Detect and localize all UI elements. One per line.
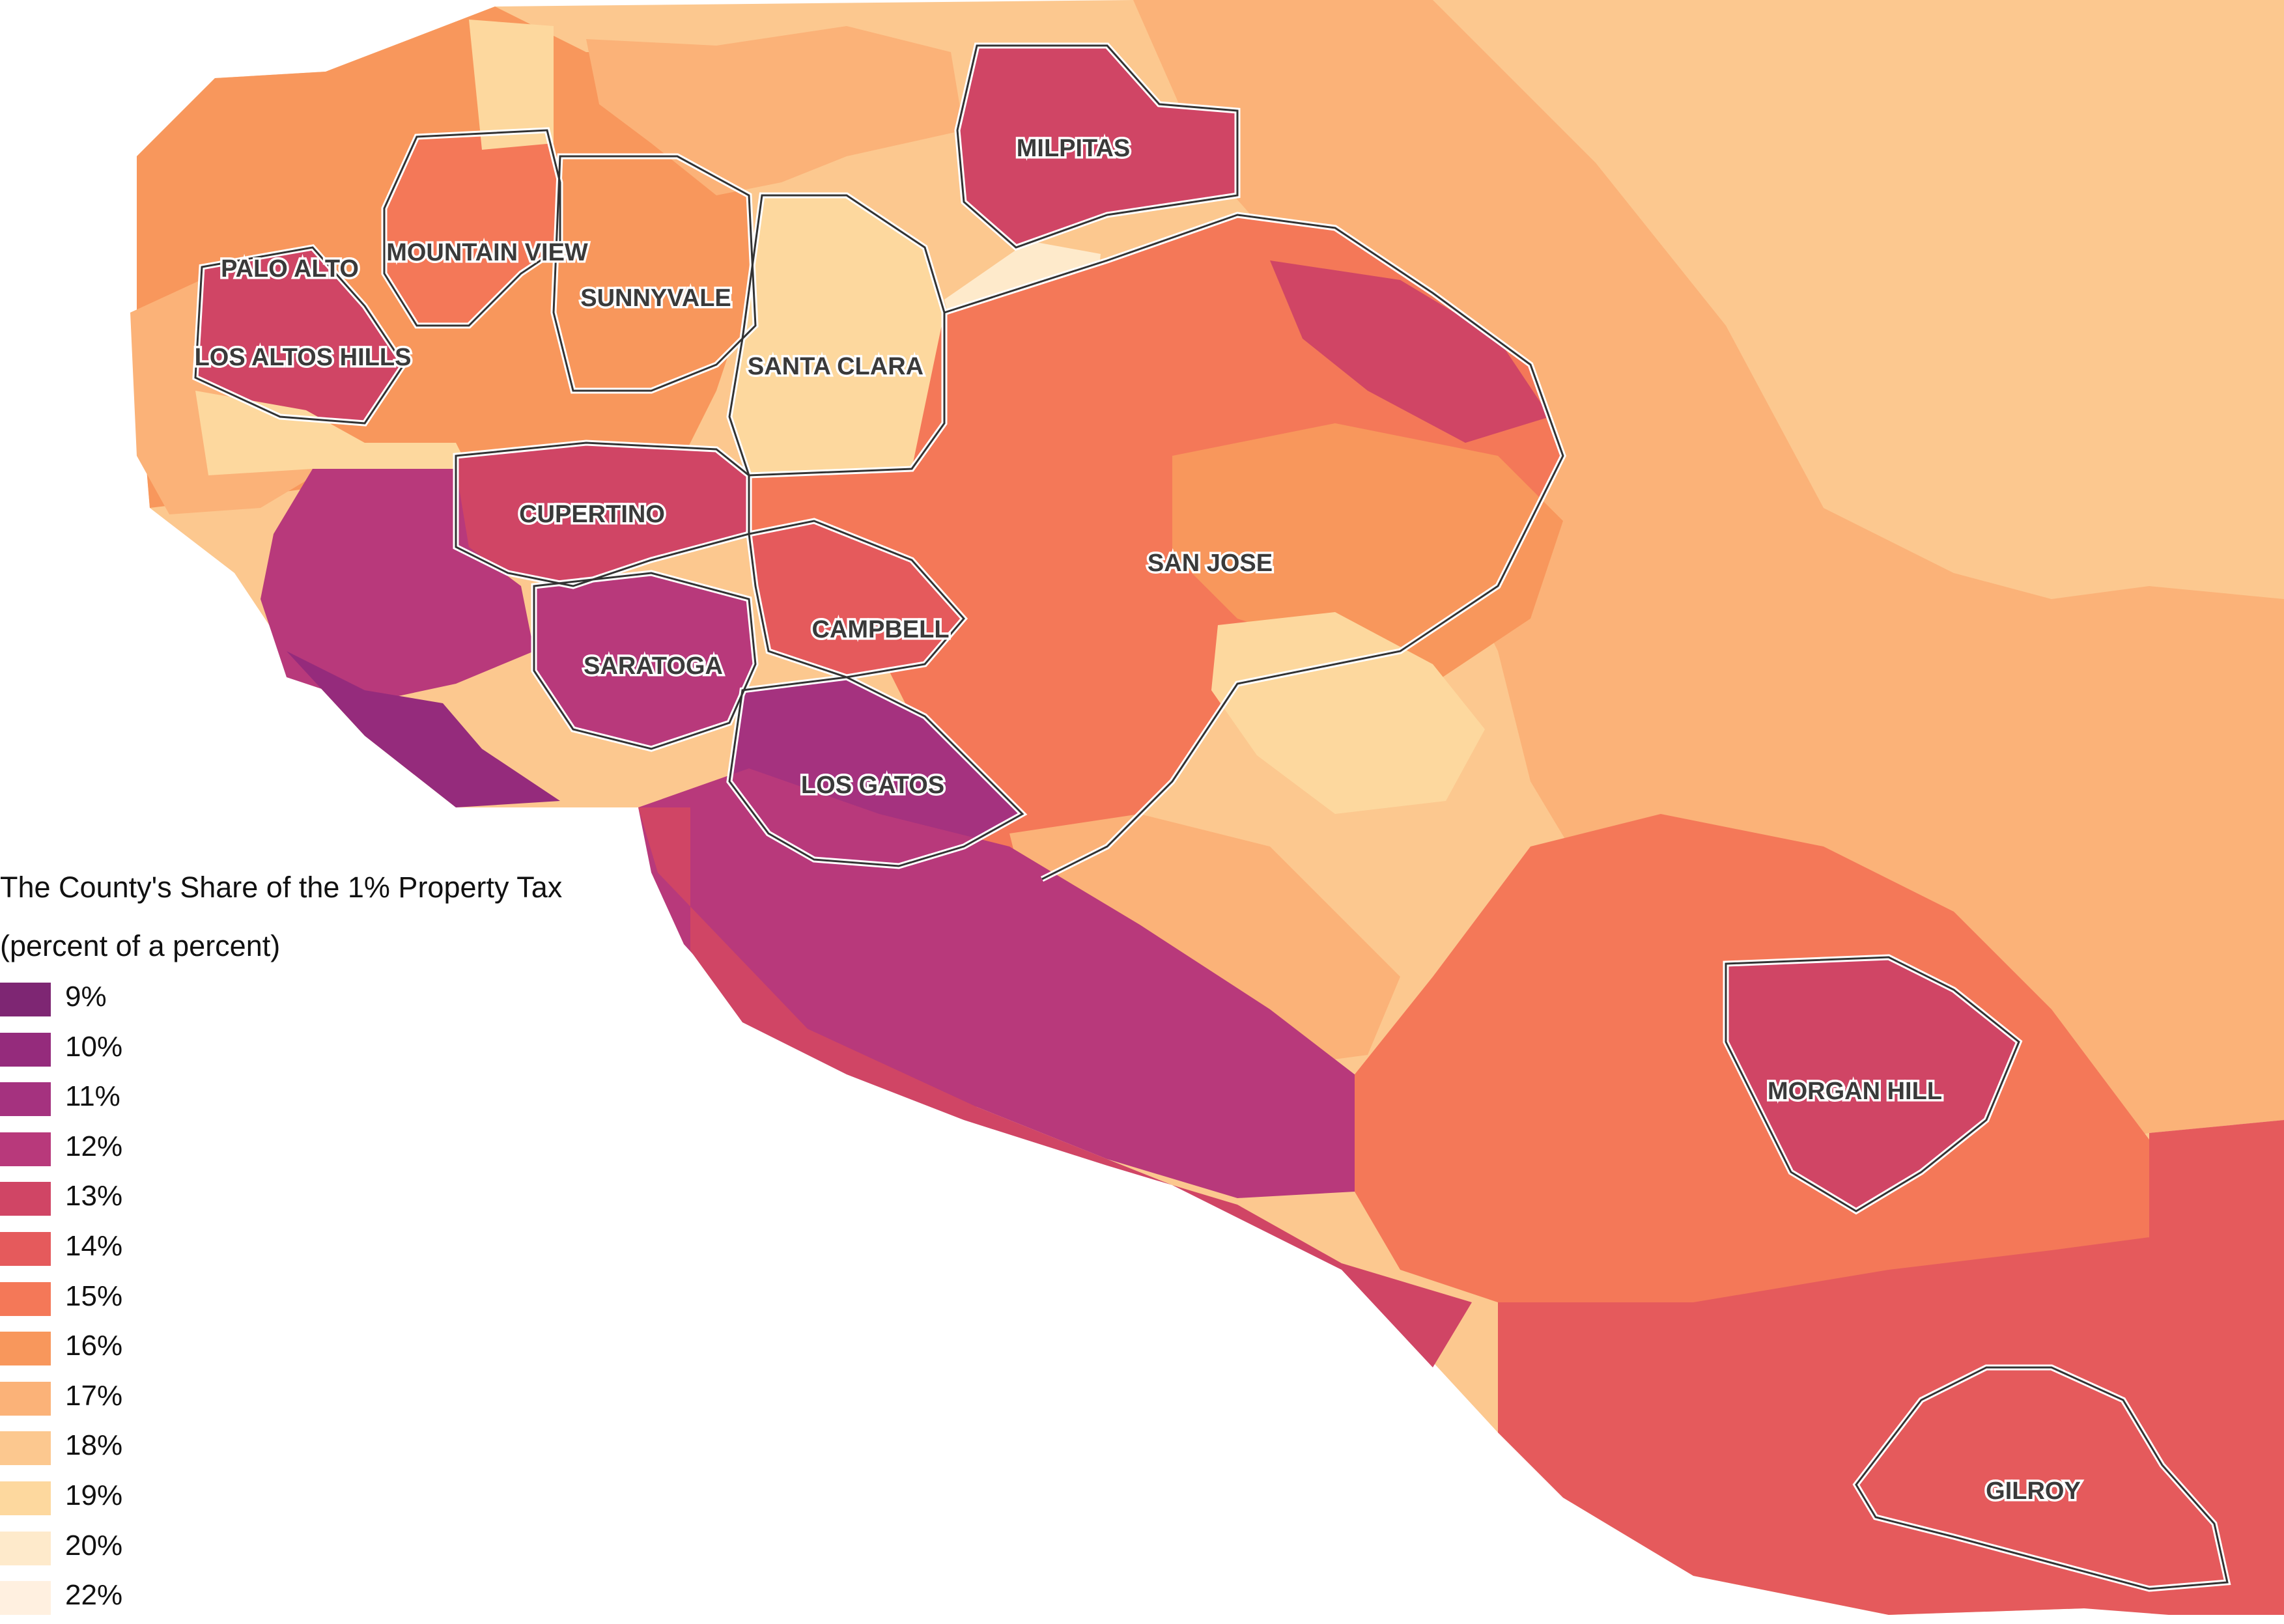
legend-swatch: [0, 1381, 51, 1416]
city-label-palo-alto: PALO ALTO: [221, 255, 359, 283]
city-label-milpitas: MILPITAS: [1017, 135, 1131, 162]
city-label-saratoga: SARATOGA: [584, 652, 723, 680]
legend-item: 14%: [0, 1225, 651, 1275]
legend-item: 11%: [0, 1075, 651, 1125]
legend-label: 13%: [65, 1180, 123, 1212]
milpitas-region: [957, 46, 1237, 247]
east-hills-light-region: [1433, 0, 2284, 599]
city-label-sunnyvale: SUNNYVALE: [580, 285, 731, 312]
foothill-band-region: [638, 807, 1472, 1367]
legend-title: The County's Share of the 1% Property Ta…: [0, 871, 563, 904]
legend-swatch: [0, 1581, 51, 1616]
legend-swatch: [0, 1281, 51, 1316]
legend-swatch: [0, 1481, 51, 1515]
legend-item: 13%: [0, 1175, 651, 1225]
legend-swatch: [0, 1032, 51, 1067]
legend-swatch: [0, 983, 51, 1016]
santa-clara-region: [729, 195, 944, 475]
legend-swatch: [0, 1182, 51, 1216]
legend-swatch: [0, 1231, 51, 1266]
legend-swatch: [0, 1082, 51, 1117]
southwest-region: [287, 651, 560, 807]
legend: The County's Share of the 1% Property Ta…: [0, 858, 651, 1624]
legend-subtitle: (percent of a percent): [0, 929, 281, 962]
cupertino-hills-region: [261, 469, 534, 703]
city-label-san-jose: SAN JOSE: [1148, 550, 1273, 577]
city-label-morgan-hill: MORGAN HILL: [1768, 1078, 1942, 1105]
legend-item: 17%: [0, 1375, 651, 1425]
city-label-santa-clara: SANTA CLARA: [748, 353, 923, 380]
legend-label: 14%: [65, 1229, 123, 1262]
legend-item: 16%: [0, 1324, 651, 1375]
sunnyvale-region: [554, 156, 755, 391]
legend-label: 15%: [65, 1280, 123, 1312]
legend-label: 20%: [65, 1529, 123, 1561]
saratoga-region: [534, 573, 755, 749]
legend-label: 18%: [65, 1429, 123, 1462]
legend-swatch: [0, 1431, 51, 1466]
legend-label: 10%: [65, 1030, 123, 1063]
evergreen-region: [1211, 612, 1485, 814]
city-label-cupertino: CUPERTINO: [519, 501, 665, 528]
city-label-gilroy: GILROY: [1986, 1477, 2081, 1505]
cupertino-region: [456, 443, 749, 586]
legend-items: 9% 10% 11% 12% 13% 14% 15% 16% 17% 18% 19% 20% 22%: [0, 975, 651, 1624]
legend-label: 9%: [65, 981, 107, 1013]
city-label-campbell: CAMPBELL: [811, 616, 949, 643]
legend-item: 9%: [0, 975, 651, 1026]
north-shore-region: [586, 26, 964, 195]
almaden-region: [1009, 814, 1400, 1068]
legend-label: 17%: [65, 1379, 123, 1412]
legend-item: 19%: [0, 1474, 651, 1524]
legend-item: 10%: [0, 1026, 651, 1076]
legend-item: 20%: [0, 1524, 651, 1575]
legend-label: 22%: [65, 1579, 123, 1612]
legend-label: 11%: [65, 1080, 120, 1113]
city-label-los-gatos: LOS GATOS: [801, 772, 944, 799]
city-label-mountain-view: MOUNTAIN VIEW: [386, 239, 588, 266]
city-boundaries: [192, 42, 2231, 1592]
legend-swatch: [0, 1531, 51, 1565]
legend-label: 12%: [65, 1130, 123, 1162]
legend-item: 12%: [0, 1125, 651, 1175]
morgan-hill-region: [1726, 957, 2019, 1211]
legend-swatch: [0, 1332, 51, 1366]
legend-label: 19%: [65, 1479, 123, 1511]
north-bay-region: [469, 20, 554, 150]
city-label-los-altos-hills: LOS ALTOS HILLS: [195, 344, 412, 371]
legend-item: 22%: [0, 1574, 651, 1624]
santa-cruz-mountains-region: [638, 768, 1355, 1198]
city-labels: MILPITAS PALO ALTO MOUNTAIN VIEW SUNNYVA…: [192, 133, 2083, 1507]
north-east-san-jose-region: [1270, 260, 1550, 443]
legend-item: 15%: [0, 1275, 651, 1325]
legend-item: 18%: [0, 1424, 651, 1474]
legend-label: 16%: [65, 1330, 123, 1362]
legend-swatch: [0, 1132, 51, 1166]
east-san-jose-region: [1172, 423, 1563, 684]
